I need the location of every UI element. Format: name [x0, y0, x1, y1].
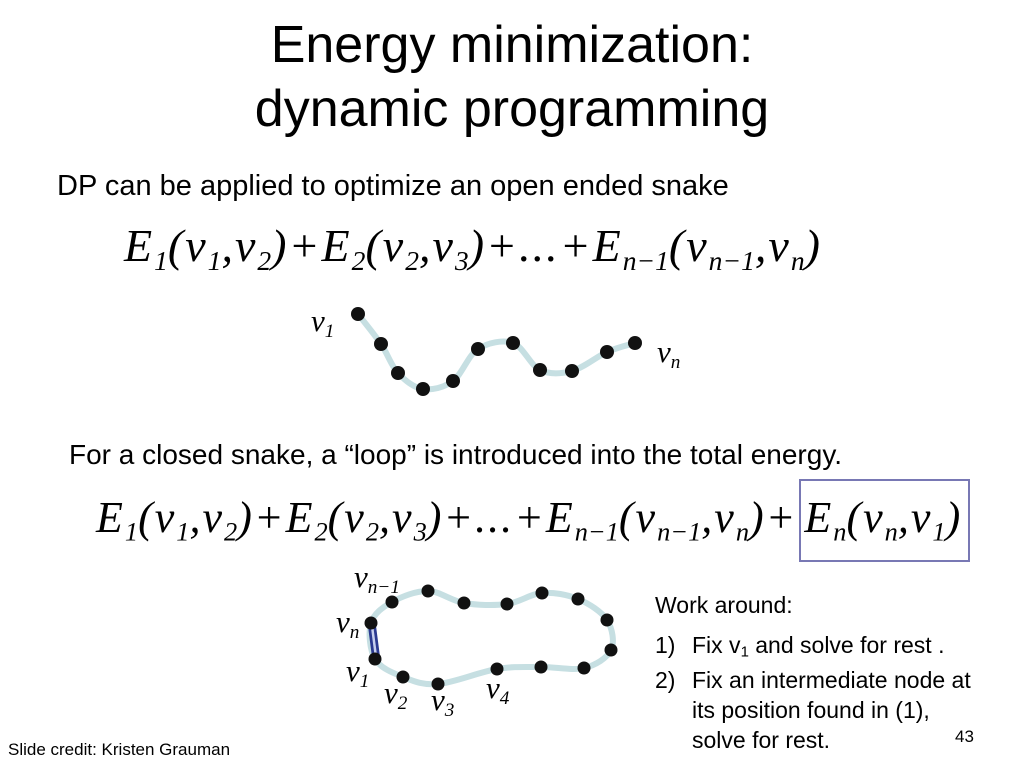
workaround-item-2: 2) Fix an intermediate node at its posit… [655, 665, 1020, 755]
workaround-item-2-line3: solve for rest. [692, 727, 831, 753]
closed-snake-label-vn1: vn−1 [354, 559, 400, 598]
workaround-item-2-text: Fix an intermediate node at its position… [692, 665, 971, 755]
workaround-heading: Work around: [655, 592, 793, 618]
open-snake-dots [351, 307, 642, 396]
slide-title-line2: dynamic programming [254, 80, 770, 138]
page-number: 43 [955, 727, 974, 746]
closing-segment-inner [370, 624, 378, 659]
closed-snake-label-v2: v2 [384, 675, 408, 714]
closed-snake-label-v1: v1 [346, 653, 370, 692]
closed-snake-label-v3: v3 [431, 682, 455, 721]
closed-snake-dots [364, 584, 618, 691]
closed-snake-label-v4: v4 [486, 670, 510, 709]
workaround-block: Work around: 1) Fix v1 and solve for res… [655, 591, 1020, 760]
slide-title-line1: Energy minimization: [270, 16, 754, 74]
open-snake-formula: E1(v1,v2)+E2(v2,v3)+...+En−1(vn−1,vn) [124, 220, 822, 276]
open-snake-label-vn: vn [657, 334, 681, 373]
open-snake-label-v1: v1 [311, 303, 335, 342]
workaround-item-2-line2: its position found in (1), [692, 697, 930, 723]
workaround-item-1-number: 1) [655, 632, 676, 658]
slide-credit: Slide credit: Kristen Grauman [8, 740, 231, 759]
closed-snake-formula: E1(v1,v2)+E2(v2,v3)+...+En−1(vn−1,vn)+ En… [96, 479, 971, 562]
boxed-energy-term: En(vn,v1) [799, 479, 971, 562]
intro-text: DP can be applied to optimize an open en… [57, 170, 729, 202]
closed-snake-curve [366, 587, 616, 688]
closed-snake-label-vn: vn [336, 604, 360, 643]
closed-snake-formula-pre: E1(v1,v2)+E2(v2,v3)+...+En−1(vn−1,vn)+ [96, 493, 798, 547]
slide-title: Energy minimization: dynamic programming [0, 13, 1024, 141]
workaround-item-1: 1) Fix v1 and solve for rest . [655, 630, 1020, 660]
workaround-item-2-line1: Fix an intermediate node at [692, 667, 971, 693]
workaround-item-2-number: 2) [655, 667, 676, 693]
workaround-item-1-text: Fix v1 and solve for rest . [692, 632, 945, 661]
closed-snake-text: For a closed snake, a “loop” is introduc… [69, 439, 843, 470]
